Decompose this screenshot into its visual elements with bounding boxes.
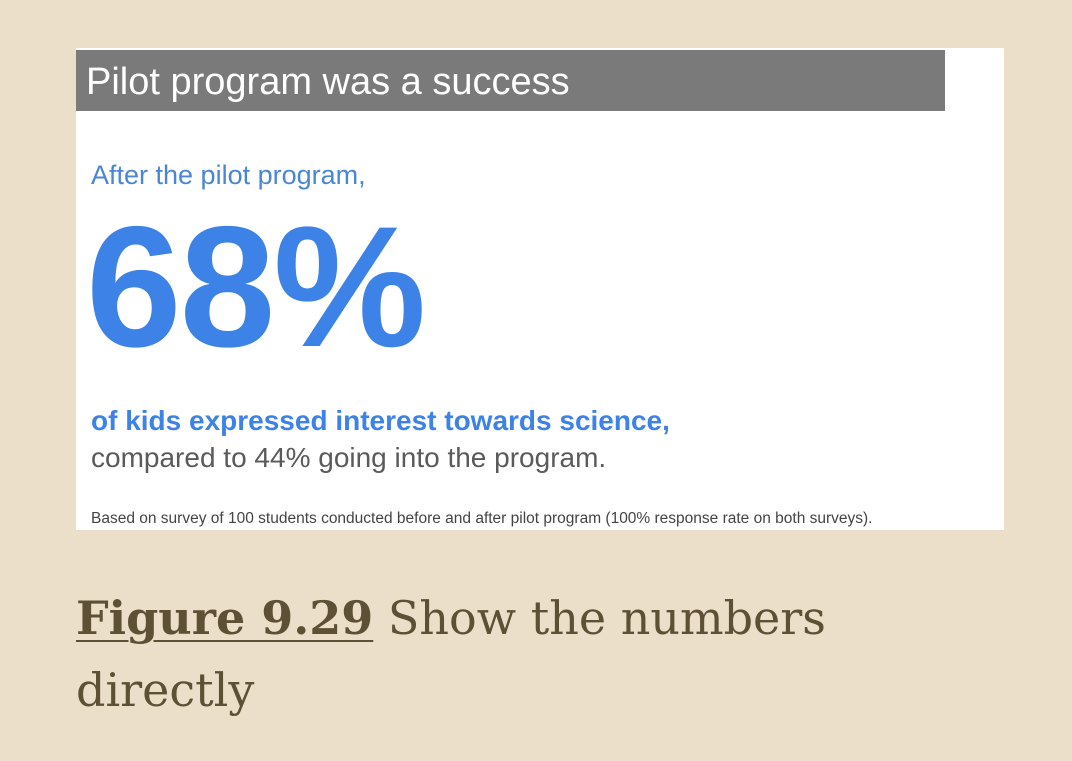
figure-caption: Figure 9.29 Show the numbers directly [76, 582, 976, 726]
figure-caption-text: Show the numbers directly [76, 591, 826, 717]
slide-statement: of kids expressed interest towards scien… [91, 405, 670, 436]
slide-comparison: compared to 44% going into the program. [91, 442, 607, 473]
figure-reference-link[interactable]: Figure 9.29 [76, 591, 374, 645]
figure-slide-image: Pilot program was a success After the pi… [76, 48, 1004, 530]
slide-lead-text: After the pilot program, [91, 160, 366, 190]
slide-footnote: Based on survey of 100 students conducte… [91, 510, 873, 527]
slide-title-bar: Pilot program was a success [76, 50, 945, 111]
slide-title: Pilot program was a success [86, 61, 570, 103]
slide-big-number: 68% [86, 191, 426, 383]
